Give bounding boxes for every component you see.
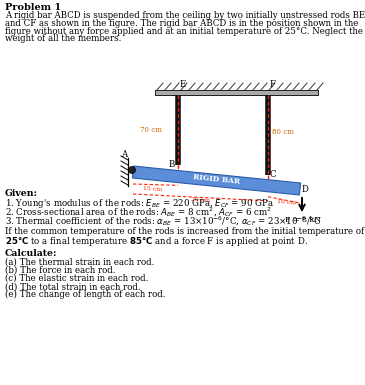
- Text: 10 cm: 10 cm: [277, 199, 297, 206]
- Text: (b) The force in each rod.: (b) The force in each rod.: [5, 266, 115, 275]
- Circle shape: [128, 166, 135, 174]
- Text: (e) The change of length of each rod.: (e) The change of length of each rod.: [5, 290, 165, 300]
- Text: Calculate:: Calculate:: [5, 249, 58, 258]
- Text: (d) The total strain in each rod.: (d) The total strain in each rod.: [5, 282, 141, 291]
- Text: F = 8 kN: F = 8 kN: [285, 216, 321, 224]
- Text: 15 cm: 15 cm: [143, 186, 162, 192]
- Text: D: D: [302, 184, 309, 194]
- Text: E: E: [180, 80, 186, 89]
- Text: RIGID BAR: RIGID BAR: [193, 173, 240, 186]
- Text: 20 cm: 20 cm: [191, 197, 210, 203]
- Text: (a) The thermal strain in each rod.: (a) The thermal strain in each rod.: [5, 258, 154, 266]
- Text: B: B: [169, 159, 175, 169]
- Text: C: C: [270, 170, 277, 179]
- Text: 1. Young's modulus of the rods: $\mathit{E}_{BE}$ = 220 GPa, $\mathit{E}_{CF}$ =: 1. Young's modulus of the rods: $\mathit…: [5, 198, 274, 211]
- Text: 2. Cross-sectional area of the rods: $\mathit{A}_{BE}$ = 8 cm$^2$, $\mathit{A}_{: 2. Cross-sectional area of the rods: $\m…: [5, 206, 272, 219]
- Text: (c) The elastic strain in each rod.: (c) The elastic strain in each rod.: [5, 274, 149, 283]
- Polygon shape: [132, 166, 301, 195]
- Text: figure without any force applied and at an initial temperature of 25°C. Neglect : figure without any force applied and at …: [5, 27, 363, 35]
- Text: F: F: [270, 80, 276, 89]
- Text: Given:: Given:: [5, 189, 38, 198]
- Text: and CF as shown in the figure. The rigid bar ABCD is in the position shown in th: and CF as shown in the figure. The rigid…: [5, 19, 358, 28]
- Text: weight of all the members.: weight of all the members.: [5, 34, 122, 44]
- Text: 70 cm: 70 cm: [140, 126, 162, 134]
- Text: 3. Thermal coefficient of the rods: $\alpha_{BE}$ = 13$\times$10$^{-6}$/°C, $\al: 3. Thermal coefficient of the rods: $\al…: [5, 214, 321, 228]
- Text: Problem 1: Problem 1: [5, 3, 61, 12]
- Bar: [155, 90, 318, 95]
- Text: A rigid bar ABCD is suspended from the ceiling by two initially unstressed rods : A rigid bar ABCD is suspended from the c…: [5, 11, 365, 20]
- Text: If the common temperature of the rods is increased from the initial temperature : If the common temperature of the rods is…: [5, 227, 364, 236]
- Text: $\mathbf{25°C}$ to a final temperature $\mathbf{85°C}$ and a force F is applied : $\mathbf{25°C}$ to a final temperature $…: [5, 236, 308, 248]
- Text: A: A: [121, 150, 127, 159]
- Text: 80 cm: 80 cm: [272, 128, 294, 136]
